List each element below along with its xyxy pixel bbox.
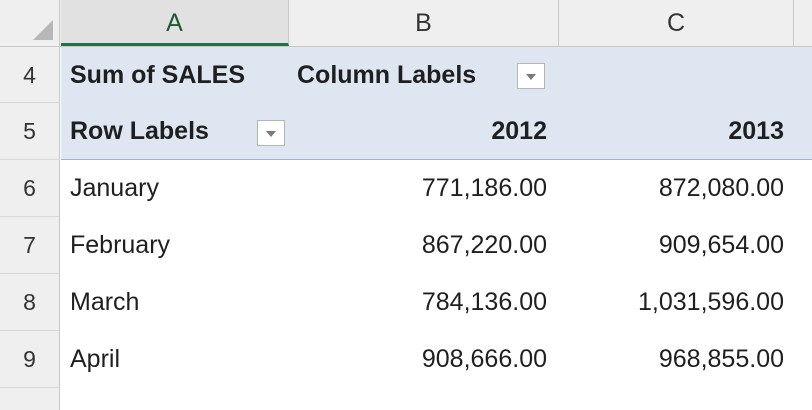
value-cell[interactable]: 867,220.00 [421,231,547,259]
column-header-a[interactable]: A [61,0,289,46]
row-labels-filter-button[interactable] [257,120,285,146]
year-header-2013[interactable]: 2013 [728,117,784,145]
row-header-5[interactable]: 5 [0,103,60,160]
chevron-down-icon [266,131,276,137]
pivot-header-band [61,47,812,160]
select-all-corner[interactable] [0,0,60,46]
chevron-down-icon [526,74,536,80]
row-header-8[interactable]: 8 [0,274,60,331]
row-labels-cell[interactable]: Row Labels [70,117,209,145]
value-cell[interactable]: 909,654.00 [658,231,784,259]
value-cell[interactable]: 872,080.00 [658,174,784,202]
pivot-header-divider [61,159,812,160]
row-header-9[interactable]: 9 [0,331,60,388]
year-header-2012[interactable]: 2012 [491,117,547,145]
row-header-10[interactable] [0,388,60,410]
value-cell[interactable]: 908,666.00 [421,345,547,373]
column-labels-cell[interactable]: Column Labels [297,61,477,89]
row-label-cell[interactable]: January [70,174,159,202]
select-all-triangle-icon [33,20,53,40]
column-labels-filter-button[interactable] [517,63,545,89]
column-header-b[interactable]: B [289,0,559,46]
row-header-7[interactable]: 7 [0,217,60,274]
row-label-cell[interactable]: February [70,231,171,259]
row-header-4[interactable]: 4 [0,47,60,103]
column-header-c[interactable]: C [559,0,794,46]
row-header-6[interactable]: 6 [0,160,60,217]
value-cell[interactable]: 968,855.00 [658,345,784,373]
value-cell[interactable]: 771,186.00 [421,174,547,202]
values-caption-cell[interactable]: Sum of SALES [70,61,246,89]
value-cell[interactable]: 784,136.00 [421,288,547,316]
row-label-cell[interactable]: March [70,288,140,316]
row-label-cell[interactable]: April [70,345,121,373]
value-cell[interactable]: 1,031,596.00 [638,288,784,316]
